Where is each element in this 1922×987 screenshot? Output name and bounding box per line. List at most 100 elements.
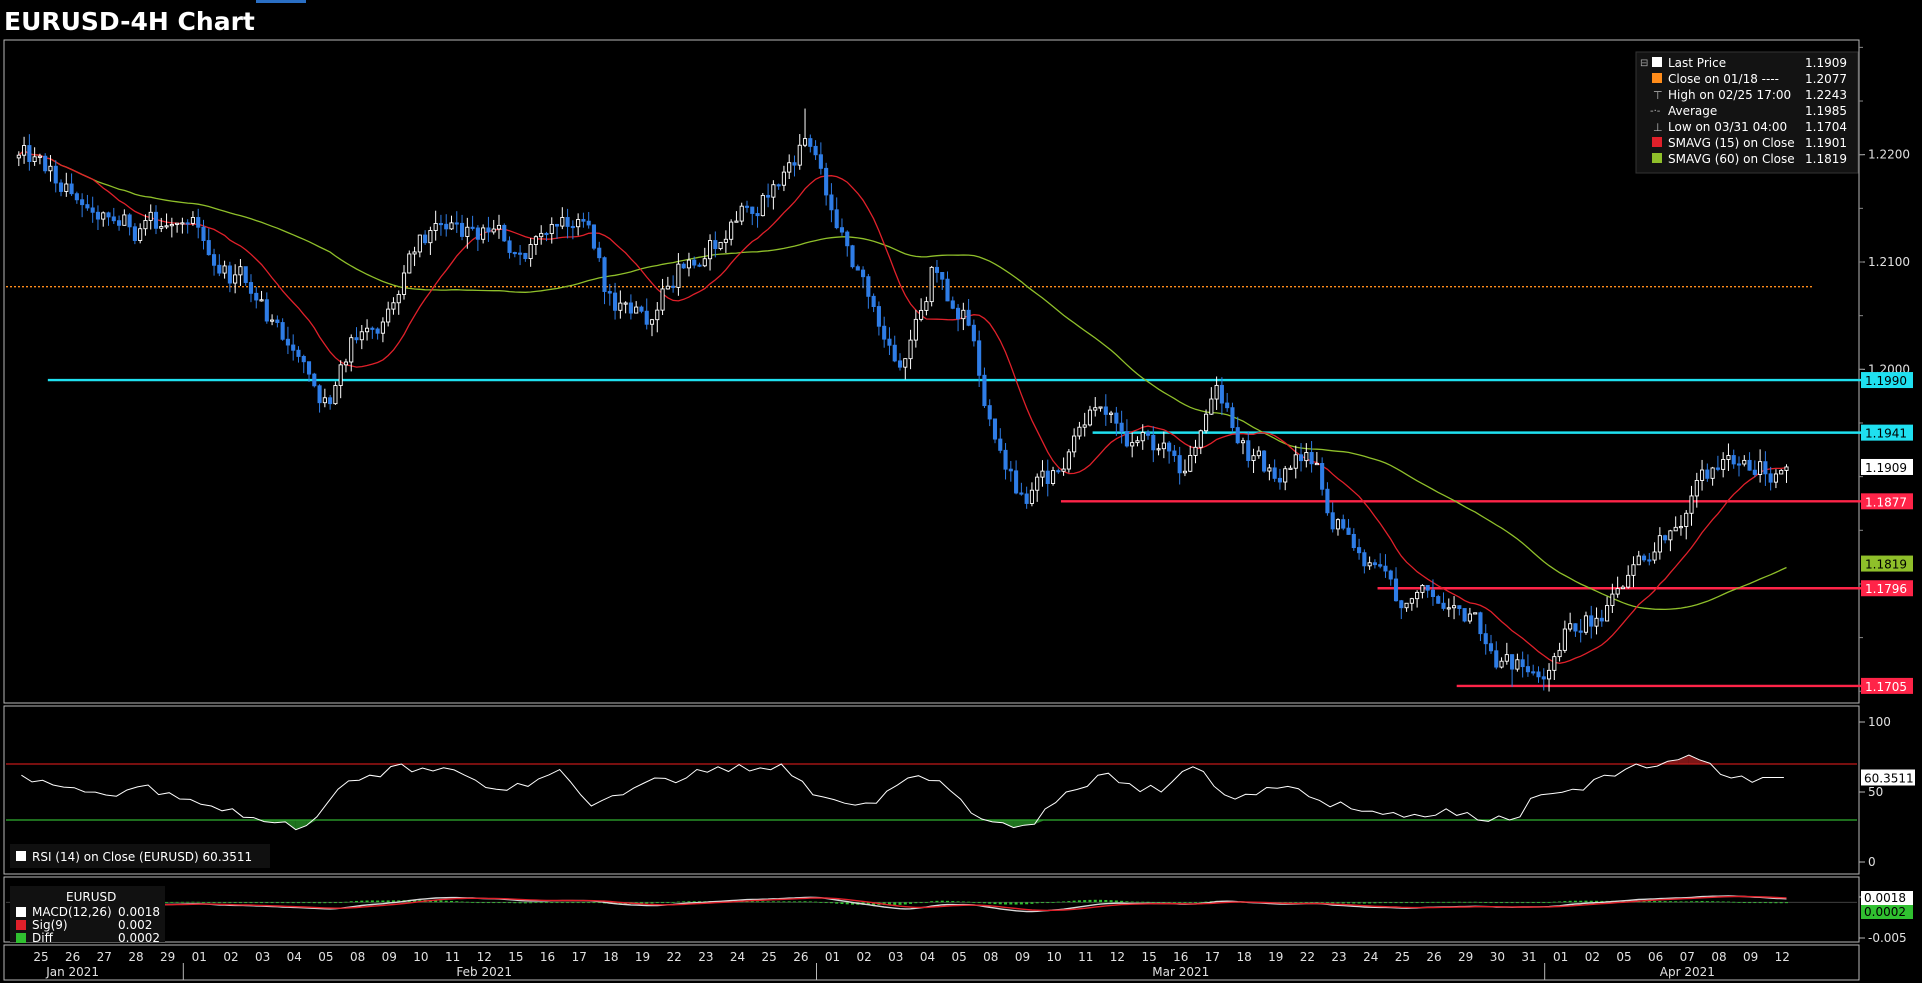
macd-diff-bar (866, 902, 870, 905)
macd-diff-bar (523, 902, 527, 904)
candlestick (549, 217, 554, 244)
candle-body (459, 222, 465, 237)
macd-diff-bar (1088, 899, 1092, 903)
candle-body (1372, 562, 1377, 566)
macd-diff-bar (829, 902, 833, 904)
candlestick (1726, 443, 1731, 471)
candlestick (496, 214, 502, 239)
candle-body (1072, 435, 1077, 453)
candle-body (190, 217, 195, 224)
macd-diff-bar (1056, 901, 1060, 903)
candle-body (370, 327, 375, 330)
candle-body (322, 397, 327, 404)
rsi-oversold-fill (295, 820, 307, 830)
macd-diff-bar (471, 901, 475, 903)
date-tick-label: 15 (508, 950, 523, 964)
macd-diff-bar (1684, 901, 1688, 903)
macd-diff-bar (587, 902, 591, 904)
candlestick (1583, 611, 1589, 635)
candle-body (1204, 413, 1209, 432)
candle-body (882, 325, 887, 340)
candlestick (1562, 620, 1567, 653)
candlestick (1457, 605, 1462, 616)
candle-body (1024, 493, 1029, 504)
date-tick-label: 02 (1585, 950, 1600, 964)
candlestick (570, 220, 575, 240)
candlestick (1568, 612, 1573, 632)
candle-body (238, 266, 243, 276)
candle-body (375, 328, 380, 334)
macd-diff-bar (1325, 902, 1329, 904)
date-tick-label: 31 (1521, 950, 1536, 964)
candlestick (1272, 459, 1277, 482)
candle-body (106, 212, 111, 218)
price-badge-label: 1.1705 (1865, 680, 1907, 694)
candle-body (1700, 469, 1705, 481)
candle-body (977, 340, 982, 376)
candlestick (1214, 376, 1219, 410)
macd-diff-bar (1521, 902, 1525, 904)
month-label: Apr 2021 (1660, 965, 1715, 979)
title-tab-accent (256, 0, 306, 3)
candle-body (1014, 470, 1019, 494)
candle-body (1283, 468, 1288, 483)
candlestick (824, 162, 829, 206)
candlestick (1525, 654, 1530, 677)
candle-body (32, 156, 37, 162)
macd-diff-bar (914, 902, 918, 904)
candle-body (1652, 551, 1657, 561)
macd-diff-bar (1473, 901, 1477, 903)
candlestick (876, 301, 881, 336)
candle-body (64, 183, 69, 192)
macd-diff-bar (898, 902, 902, 905)
candlestick (1061, 457, 1066, 476)
candle-body (1710, 467, 1715, 479)
candle-body (412, 251, 417, 255)
macd-diff-bar (1072, 900, 1076, 903)
candlestick (1473, 612, 1478, 615)
candlestick (454, 211, 459, 233)
candle-body (1742, 459, 1747, 465)
candlestick (718, 241, 723, 251)
date-tick-label: 10 (413, 950, 428, 964)
candle-body (1198, 430, 1203, 448)
date-tick-label: 17 (1205, 950, 1220, 964)
month-label: Feb 2021 (456, 965, 512, 979)
candlestick (280, 318, 285, 341)
candle-body (887, 338, 892, 346)
macd-diff-bar (1120, 900, 1124, 903)
candlestick (412, 246, 417, 267)
macd-diff-bar (1463, 901, 1467, 903)
candle-body (1314, 463, 1319, 466)
candlestick (1330, 502, 1335, 533)
macd-diff-bar (1547, 901, 1551, 903)
candle-body (349, 337, 354, 363)
candle-body (1119, 422, 1124, 433)
sma60-line (18, 149, 1787, 611)
macd-diff-bar (1062, 901, 1066, 903)
macd-diff-bar (476, 902, 480, 904)
candlestick (227, 261, 232, 293)
candle-body (1156, 448, 1161, 451)
candlestick (1689, 485, 1694, 526)
candlestick (1557, 642, 1562, 662)
candlestick (750, 206, 755, 226)
candle-body (929, 266, 934, 303)
candlestick (1721, 452, 1726, 478)
macd-diff-bar (1299, 902, 1303, 904)
candle-body (391, 302, 396, 310)
candle-body (1721, 459, 1726, 470)
candlestick (1309, 441, 1314, 473)
candle-body (222, 265, 227, 274)
candlestick (27, 134, 32, 171)
candlestick (1082, 412, 1087, 437)
macd-diff-bar (1199, 901, 1203, 903)
date-tick-label: 01 (825, 950, 840, 964)
macd-diff-bar (967, 901, 971, 903)
macd-diff-bar (1748, 902, 1752, 904)
candlestick (1467, 607, 1472, 624)
macd-diff-bar (323, 902, 327, 904)
candlestick (433, 210, 438, 241)
candle-body (1546, 669, 1552, 680)
macd-diff-bar (212, 902, 216, 904)
